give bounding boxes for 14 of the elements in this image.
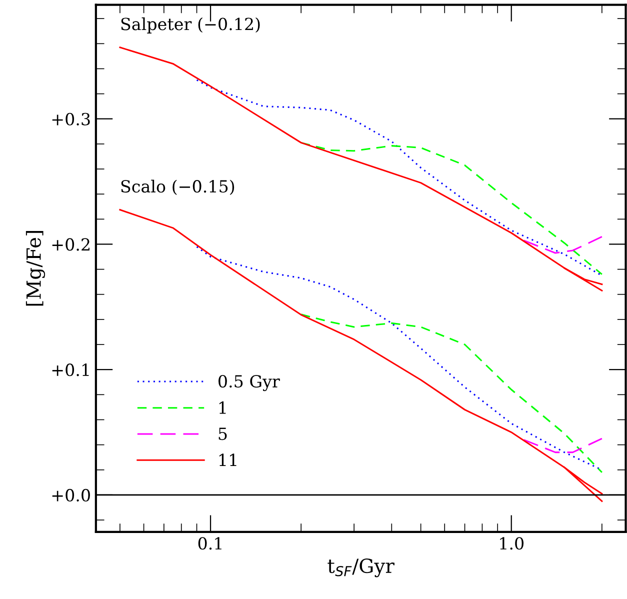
legend-label: 5 bbox=[218, 428, 227, 440]
y-axis-title: [Mg/Fe] bbox=[26, 231, 46, 306]
y-tick-label: +0.2 bbox=[52, 238, 90, 251]
annotation: Scalo (−0.15) bbox=[121, 180, 234, 195]
y-tick-label: +0.3 bbox=[52, 112, 90, 126]
x-axis-title: t$_{SF}$/Gyr bbox=[328, 558, 394, 578]
annotation: Salpeter (−0.12) bbox=[121, 17, 260, 34]
x-tick-label: 1.0 bbox=[500, 537, 524, 550]
y-tick-label: +0.0 bbox=[52, 488, 90, 502]
legend-label: 1 bbox=[219, 401, 226, 414]
x-tick-label: 0.1 bbox=[198, 537, 222, 550]
y-tick-label: +0.1 bbox=[52, 364, 89, 376]
legend-label: 11 bbox=[219, 454, 236, 466]
legend-label: 0.5 Gyr bbox=[218, 375, 280, 392]
